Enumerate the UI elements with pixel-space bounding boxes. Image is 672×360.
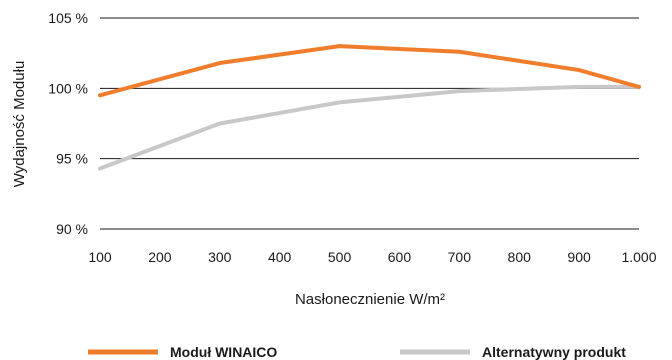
x-axis-label: Nasłonecznienie W/m² — [295, 291, 445, 308]
x-tick-label: 800 — [508, 249, 532, 265]
y-tick-label: 90 % — [56, 221, 88, 237]
x-tick-label: 600 — [388, 249, 412, 265]
x-tick-label: 700 — [448, 249, 472, 265]
x-tick-label: 1.000 — [621, 249, 656, 265]
y-axis-label: Wydajność Modułu — [11, 61, 28, 188]
y-tick-label: 105 % — [48, 10, 88, 26]
x-tick-label: 300 — [208, 249, 232, 265]
y-axis-ticks: 90 % 95 % 100 % 105 % — [48, 10, 88, 237]
grid-lines — [100, 17, 639, 230]
x-tick-label: 400 — [268, 249, 292, 265]
x-tick-label: 900 — [567, 249, 591, 265]
legend-label-0: Moduł WINAICO — [170, 344, 277, 360]
legend: Moduł WINAICO Alternatywny produkt — [88, 344, 626, 360]
y-tick-label: 100 % — [48, 80, 88, 96]
x-tick-label: 200 — [148, 249, 172, 265]
series-line-0 — [98, 44, 641, 98]
x-tick-label: 100 — [88, 249, 112, 265]
series-line-1 — [98, 84, 641, 171]
x-axis-ticks: 100 200 300 400 500 600 700 800 900 1.000 — [88, 249, 656, 265]
series-lines — [98, 44, 641, 171]
legend-label-1: Alternatywny produkt — [482, 344, 626, 360]
x-tick-label: 500 — [328, 249, 352, 265]
y-tick-label: 95 % — [56, 151, 88, 167]
